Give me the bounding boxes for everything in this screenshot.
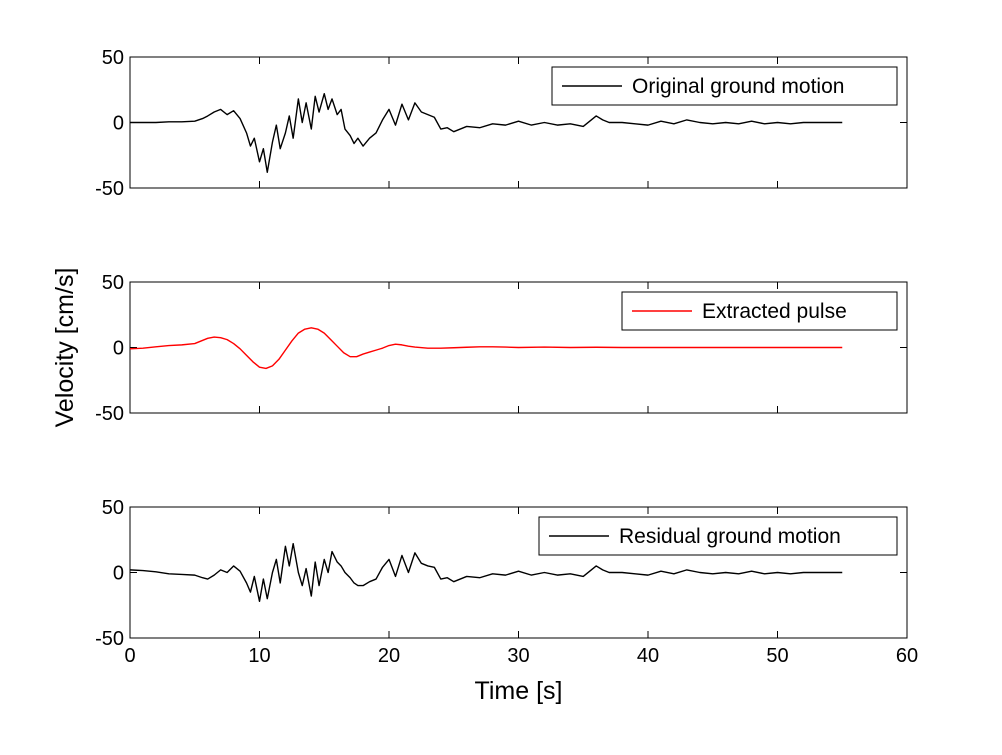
x-axis-label: Time [s]: [475, 677, 563, 705]
legend: Extracted pulse: [621, 291, 898, 331]
x-tick-label: 30: [507, 645, 529, 667]
y-tick-label: 50: [102, 497, 124, 519]
x-tick-label: 50: [766, 645, 788, 667]
legend: Residual ground motion: [538, 516, 898, 556]
y-axis-label: Velocity [cm/s]: [51, 268, 79, 428]
chart-panel-1: -50 0 50 Original ground motion: [95, 47, 908, 200]
y-tick-label: 0: [113, 113, 124, 135]
y-tick-label: 50: [102, 47, 124, 69]
chart-panel-2: -50 0 50 Extracted pulse Velocity [cm/s]: [51, 268, 908, 428]
y-tick-label: -50: [95, 403, 124, 425]
x-tick-label: 60: [896, 645, 918, 667]
series-line-residual-ground-motion: [129, 542, 843, 603]
y-tick-label: 0: [113, 338, 124, 360]
x-tick-label: 0: [124, 645, 135, 667]
legend-label: Extracted pulse: [702, 300, 847, 323]
legend-label: Original ground motion: [632, 75, 844, 98]
x-tick-label: 40: [637, 645, 659, 667]
x-tick-label: 20: [378, 645, 400, 667]
legend-label: Residual ground motion: [619, 525, 841, 548]
y-tick-label: -50: [95, 178, 124, 200]
legend: Original ground motion: [551, 66, 898, 106]
series-line-original-ground-motion: [130, 92, 843, 173]
y-tick-label: 0: [113, 563, 124, 585]
series-line-extracted-pulse: [129, 327, 843, 370]
y-tick-label: -50: [95, 628, 124, 650]
x-tick-label: 10: [248, 645, 270, 667]
y-tick-label: 50: [102, 272, 124, 294]
